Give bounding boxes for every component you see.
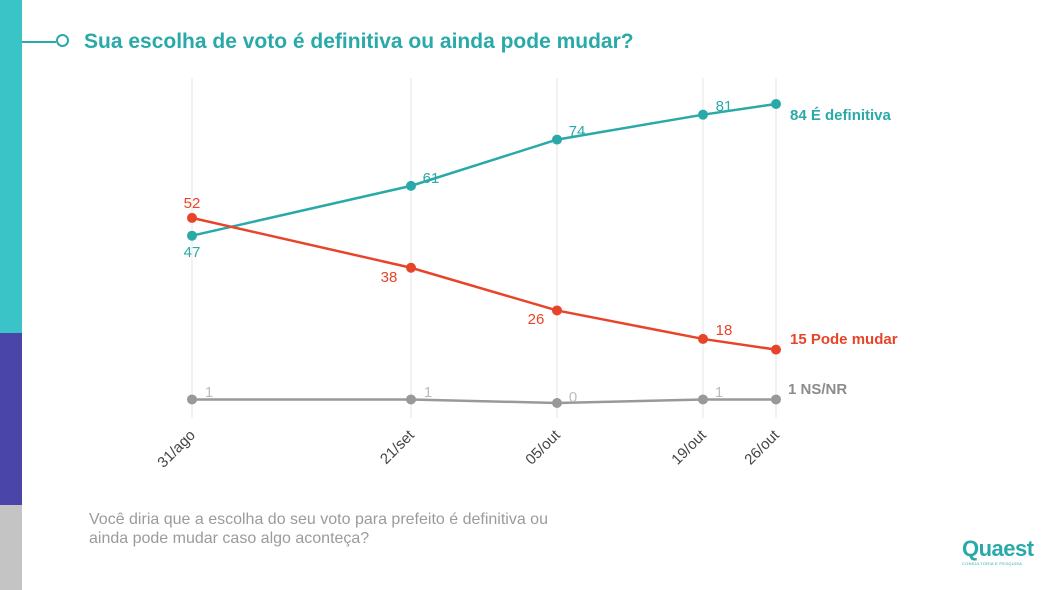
data-point xyxy=(552,305,562,316)
series-line-0 xyxy=(191,102,777,237)
data-label: 47 xyxy=(184,244,201,261)
series-end-label: 1 NS/NR xyxy=(788,381,847,398)
data-label: 52 xyxy=(184,195,201,212)
data-point xyxy=(406,180,416,191)
data-point xyxy=(698,394,708,405)
series-line-1 xyxy=(191,216,777,351)
data-point xyxy=(187,212,197,223)
series-line-2 xyxy=(192,398,776,405)
data-point xyxy=(698,109,708,120)
data-point xyxy=(187,394,197,405)
series-end-label: 15 Pode mudar xyxy=(790,331,898,348)
data-point xyxy=(771,344,781,355)
data-point xyxy=(552,134,562,145)
data-label: 26 xyxy=(528,311,545,328)
data-point xyxy=(698,333,708,344)
data-point xyxy=(187,230,197,241)
data-point xyxy=(771,394,781,405)
data-point xyxy=(552,398,562,408)
x-tick-label: 05/out xyxy=(522,426,564,468)
title-bullet-icon xyxy=(56,34,69,47)
x-tick-label: 19/out xyxy=(668,426,710,468)
data-label: 1 xyxy=(715,384,723,401)
data-point xyxy=(406,262,416,273)
data-label: 1 xyxy=(205,384,213,401)
page-title: Sua escolha de voto é definitiva ou aind… xyxy=(84,30,634,53)
data-label: 74 xyxy=(569,123,586,140)
quaest-logo: Quaest CONSULTORIA E PESQUISA xyxy=(962,538,1036,568)
data-label: 1 xyxy=(424,384,432,401)
data-point xyxy=(406,394,416,405)
x-tick-label: 26/out xyxy=(741,426,783,468)
survey-question-line-1: Você diria que a escolha do seu voto par… xyxy=(89,511,548,528)
data-label: 18 xyxy=(716,322,733,339)
title-connector-line xyxy=(22,41,56,43)
sidebar-color-bar xyxy=(0,0,22,590)
series-end-label: 84 É definitiva xyxy=(790,107,892,124)
x-tick-label: 31/ago xyxy=(154,427,198,471)
sidebar-teal-segment xyxy=(0,0,22,333)
data-label: 81 xyxy=(716,98,733,115)
x-tick-label: 21/set xyxy=(377,426,419,468)
data-label: 0 xyxy=(569,389,577,406)
sidebar-purple-segment xyxy=(0,333,22,505)
sidebar-gray-segment xyxy=(0,505,22,590)
data-point xyxy=(771,99,781,109)
logo-wordmark: Quaest xyxy=(962,536,1034,561)
logo-subtitle: CONSULTORIA E PESQUISA xyxy=(962,561,1023,566)
survey-question-line-2: ainda pode mudar caso algo aconteça? xyxy=(89,530,370,547)
data-label: 61 xyxy=(423,170,440,187)
survey-question: Você diria que a escolha do seu voto par… xyxy=(89,510,649,548)
data-label: 38 xyxy=(381,269,398,286)
line-chart: 31/ago 21/set 05/out 19/out 26/out 47 61 74 81 84… xyxy=(154,78,898,471)
